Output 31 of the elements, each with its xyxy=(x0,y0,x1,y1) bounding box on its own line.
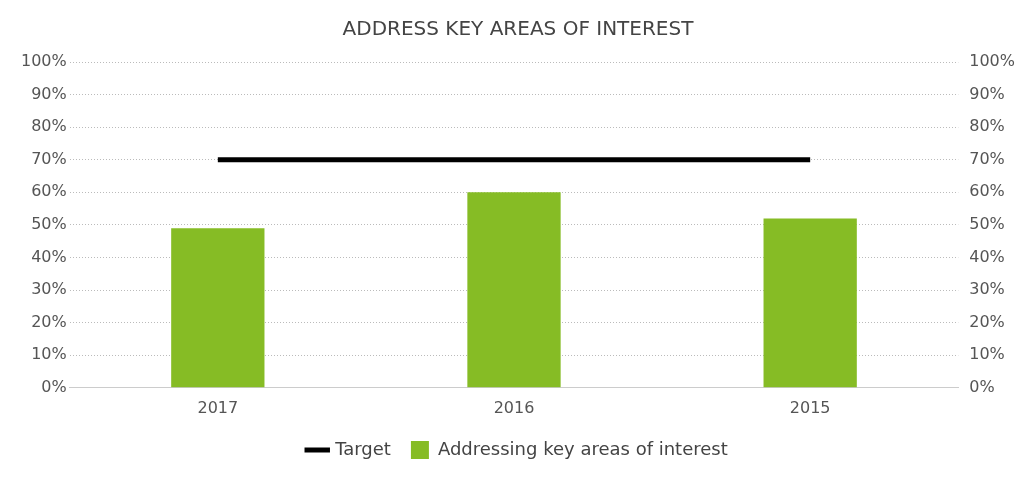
y-tick-label: 60% xyxy=(31,181,67,201)
legend-label: Target xyxy=(334,437,391,459)
legend-label: Addressing key areas of interest xyxy=(437,437,728,459)
y2-tick-label: 40% xyxy=(969,246,1005,266)
y2-tick-label: 0% xyxy=(969,376,995,396)
y2-tick-label: 80% xyxy=(969,116,1005,136)
x-tick-label: 2017 xyxy=(197,397,239,417)
y-tick-label: 100% xyxy=(20,51,67,71)
bar xyxy=(763,218,857,388)
y-tick-label: 10% xyxy=(31,344,67,364)
y-tick-label: 20% xyxy=(31,311,67,331)
y-tick-label: 50% xyxy=(31,214,67,234)
y2-tick-label: 20% xyxy=(969,311,1005,331)
bar xyxy=(467,192,561,388)
y-tick-label: 30% xyxy=(31,279,67,299)
y-tick-label: 80% xyxy=(31,116,67,136)
chart-title: ADDRESS KEY AREAS OF INTEREST xyxy=(342,16,695,41)
y2-tick-label: 60% xyxy=(969,181,1005,201)
y2-tick-label: 50% xyxy=(969,214,1005,234)
y-tick-label: 90% xyxy=(31,83,67,103)
y2-tick-label: 90% xyxy=(969,83,1005,103)
y2-tick-label: 30% xyxy=(969,279,1005,299)
y2-tick-label: 10% xyxy=(969,344,1005,364)
y2-tick-label: 70% xyxy=(969,148,1005,168)
x-tick-label: 2015 xyxy=(789,397,831,417)
bar xyxy=(171,228,265,388)
x-tick-label: 2016 xyxy=(493,397,535,417)
y-tick-label: 40% xyxy=(31,246,67,266)
y-tick-label: 70% xyxy=(31,148,67,168)
y2-tick-label: 100% xyxy=(969,51,1016,71)
y-tick-label: 0% xyxy=(41,376,67,396)
